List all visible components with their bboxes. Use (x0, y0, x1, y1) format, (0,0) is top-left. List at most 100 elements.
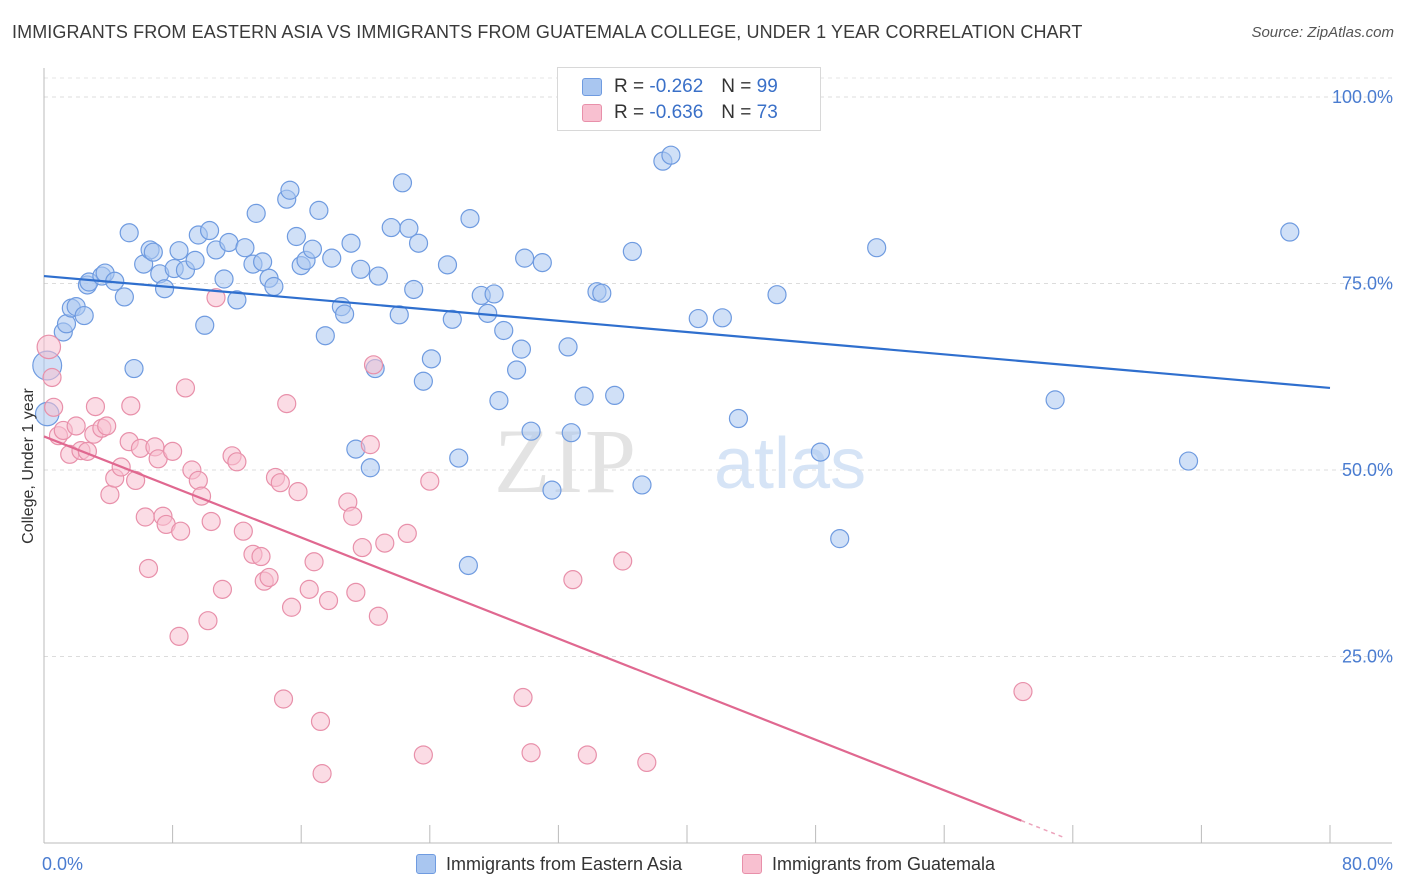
point-eastern-asia (767, 285, 787, 305)
legend-item-guatemala[interactable]: Immigrants from Guatemala (742, 852, 995, 876)
point-eastern-asia (484, 284, 504, 304)
point-guatemala (346, 582, 366, 602)
point-eastern-asia (124, 358, 144, 379)
point-guatemala (368, 606, 388, 626)
point-guatemala (312, 764, 332, 784)
point-eastern-asia (335, 304, 355, 324)
point-eastern-asia (830, 529, 850, 549)
source-label: Source: ZipAtlas.com (1251, 24, 1394, 41)
point-guatemala (121, 396, 141, 416)
point-eastern-asia (622, 241, 642, 262)
point-eastern-asia (449, 448, 469, 468)
point-guatemala (233, 521, 253, 541)
point-eastern-asia (381, 217, 401, 238)
point-eastern-asia (408, 233, 429, 253)
point-guatemala (259, 567, 279, 588)
point-eastern-asia (235, 238, 255, 258)
point-eastern-asia (302, 239, 323, 259)
point-eastern-asia (515, 248, 535, 268)
point-eastern-asia (309, 200, 329, 220)
point-guatemala (97, 416, 117, 436)
point-eastern-asia (810, 442, 831, 462)
point-eastern-asia (489, 391, 509, 411)
point-eastern-asia (511, 339, 532, 359)
point-guatemala (420, 471, 440, 491)
legend-item-eastern-asia[interactable]: Immigrants from Eastern Asia (416, 852, 682, 876)
point-guatemala (270, 473, 290, 493)
point-guatemala (413, 745, 433, 765)
trend-extension-guatemala (1021, 819, 1066, 839)
point-eastern-asia (74, 305, 94, 326)
point-eastern-asia (227, 290, 247, 310)
point-eastern-asia (605, 385, 625, 405)
r-value: -0.262 (649, 76, 704, 97)
point-guatemala (363, 355, 384, 375)
point-guatemala (343, 506, 363, 526)
x-tick-label-max: 80.0% (1342, 854, 1393, 874)
point-eastern-asia (214, 269, 234, 289)
axes (43, 68, 1392, 844)
point-eastern-asia (253, 252, 273, 272)
point-eastern-asia (460, 208, 480, 229)
point-eastern-asia (421, 349, 442, 369)
point-guatemala (277, 394, 297, 414)
point-guatemala (563, 570, 583, 590)
point-eastern-asia (632, 475, 652, 495)
point-eastern-asia (286, 226, 306, 247)
point-eastern-asia (280, 180, 300, 200)
point-guatemala (188, 470, 208, 491)
point-eastern-asia (143, 242, 163, 262)
point-eastern-asia (558, 337, 578, 357)
point-guatemala (304, 552, 324, 572)
point-eastern-asia (154, 279, 175, 299)
point-eastern-asia (322, 248, 342, 268)
point-eastern-asia (351, 259, 371, 279)
point-guatemala (201, 511, 221, 532)
point-guatemala (577, 745, 597, 765)
n-label: N = (721, 76, 752, 97)
stats-row-eastern-asia: R = -0.262 N = 99 (582, 74, 778, 100)
point-eastern-asia (712, 308, 732, 328)
point-guatemala (163, 441, 183, 461)
point-guatemala (135, 507, 155, 527)
point-eastern-asia (360, 458, 380, 478)
point-guatemala (299, 579, 319, 599)
point-eastern-asia (542, 480, 562, 500)
n-label: N = (721, 102, 752, 123)
point-guatemala (288, 482, 308, 502)
stats-box: R = -0.262 N = 99 R = -0.636 N = 73 (557, 67, 821, 131)
point-guatemala (273, 689, 294, 709)
point-guatemala (198, 611, 218, 631)
point-guatemala (212, 579, 233, 599)
point-eastern-asia (264, 276, 284, 297)
point-guatemala (251, 546, 271, 567)
y-tick-label: 100.0% (1332, 87, 1393, 107)
point-guatemala (352, 537, 372, 558)
point-eastern-asia (437, 255, 458, 275)
point-guatemala (100, 485, 120, 505)
point-guatemala (36, 334, 62, 360)
point-eastern-asia (399, 218, 419, 238)
point-eastern-asia (185, 250, 205, 270)
point-eastern-asia (413, 371, 433, 391)
point-guatemala (42, 367, 62, 388)
gridlines (44, 77, 1392, 657)
point-eastern-asia (404, 279, 424, 300)
r-label: R = (614, 102, 645, 123)
y-tick-label: 75.0% (1342, 274, 1393, 294)
point-guatemala (66, 416, 86, 436)
point-guatemala (206, 288, 226, 308)
stats-swatch-eastern-asia (582, 78, 602, 96)
point-guatemala (1013, 681, 1033, 702)
point-eastern-asia (867, 238, 887, 258)
point-eastern-asia (246, 203, 266, 223)
watermark: ZIP atlas (494, 410, 866, 512)
point-guatemala (171, 521, 191, 541)
point-eastern-asia (368, 266, 388, 286)
point-eastern-asia (688, 308, 708, 329)
point-guatemala (513, 687, 533, 708)
point-eastern-asia (219, 232, 239, 253)
legend-swatch-guatemala (742, 854, 762, 874)
stats-row-guatemala: R = -0.636 N = 73 (582, 100, 778, 126)
